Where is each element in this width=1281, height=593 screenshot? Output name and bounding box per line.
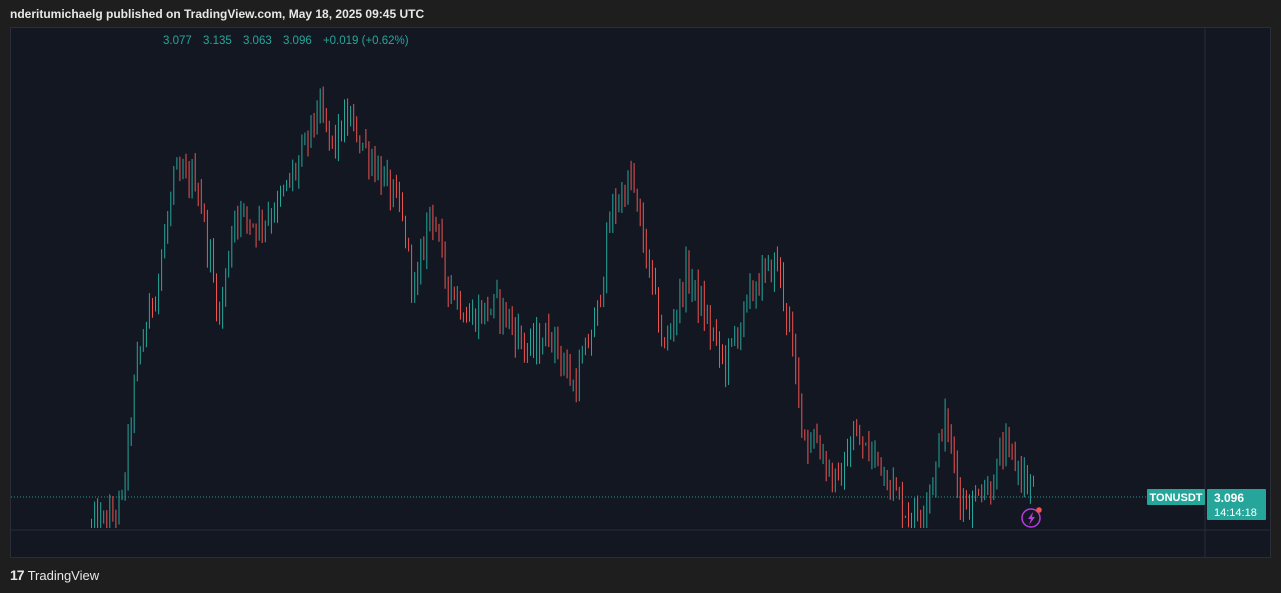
tradingview-logo[interactable]: 17 TradingView (10, 567, 99, 583)
tradingview-logo-icon: 17 (10, 567, 25, 583)
ohlc-readout: 3.077 3.135 3.063 3.096 +0.019 (+0.62%) (163, 35, 417, 47)
ohlc-high: 3.135 (202, 35, 232, 47)
ohlc-low: 3.063 (242, 35, 272, 47)
ohlc-close: 3.096 (282, 35, 312, 47)
symbol-label: TONUSDT (1150, 492, 1203, 504)
ohlc-open: 3.077 (163, 35, 192, 47)
last-price-value: 3.096 (1214, 491, 1244, 505)
ohlc-change: +0.019 (+0.62%) (322, 35, 409, 47)
symbol-label-bg (1147, 489, 1205, 505)
tradingview-brand: TradingView (27, 567, 100, 583)
publisher-credit: nderitumichaelg published on TradingView… (10, 7, 425, 21)
chart-pane[interactable] (10, 27, 1271, 558)
lightning-alert-icon[interactable] (1021, 507, 1042, 528)
price-badge-bg (1207, 489, 1266, 520)
bar-countdown: 14:14:18 (1214, 507, 1257, 519)
